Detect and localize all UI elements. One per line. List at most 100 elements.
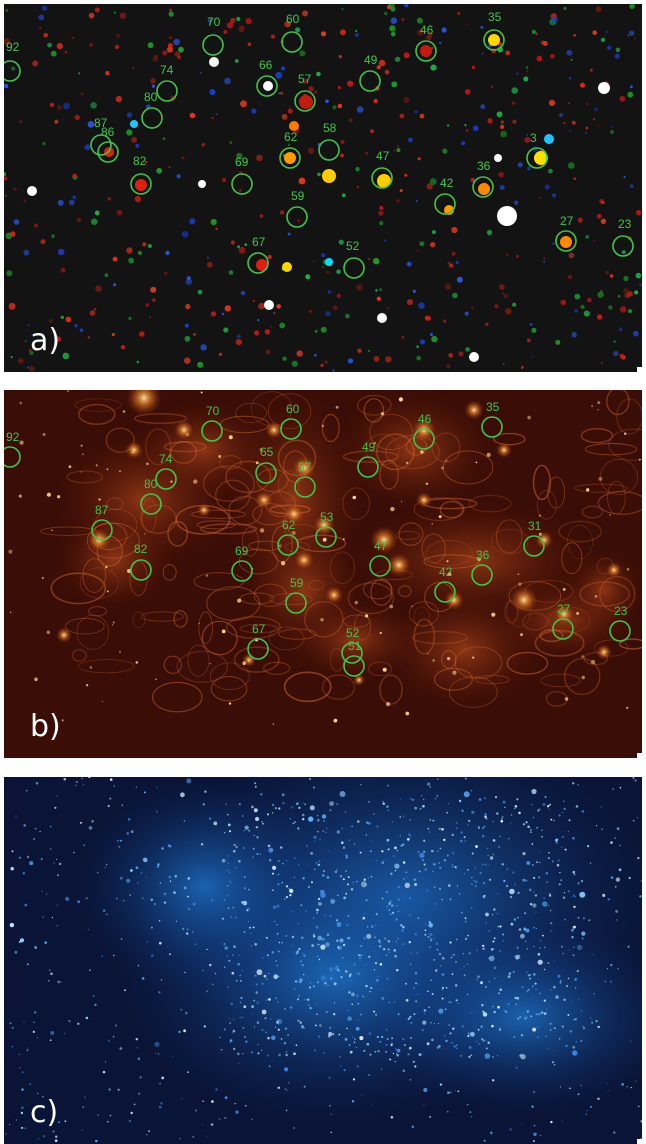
panel-a-marker-label-52: 52 [346, 239, 360, 253]
panel-a-marker-ring-3 [526, 147, 548, 169]
panel-b-marker-ring-92 [4, 446, 21, 468]
panel-a-marker-ring-36 [472, 176, 494, 198]
panel-b-marker-ring-59 [285, 592, 307, 614]
panel-a-image: 92 70 60 46 35 74 66 49 80 57 87 86 58 62 3 82 69 47 36 42 5… [4, 4, 642, 372]
panel-b-image: 92 70 60 46 35 65 57 49 74 80 87 62 53 47 31 82 69 36 42 59… [4, 390, 642, 758]
panel-b-marker-ring-49 [357, 456, 379, 478]
panel-b-marker-ring-87 [91, 519, 113, 541]
panel-a-marker-ring-52 [343, 257, 365, 279]
panel-b-marker-label-49: 49 [362, 440, 376, 454]
panel-b-marker-label-59: 59 [290, 576, 304, 590]
panel-a-marker-ring-69 [231, 173, 253, 195]
panel-b-marker-label-87: 87 [95, 503, 109, 517]
panel-b-marker-label-62: 62 [282, 518, 296, 532]
panel-a-marker-label-60: 60 [286, 12, 300, 26]
panel-a-marker-ring-86 [97, 141, 119, 163]
panel-c-stars [5, 777, 642, 1143]
panel-b-marker-label-69: 69 [235, 544, 249, 558]
panel-b-marker-label-57: 57 [298, 460, 312, 474]
panel-a-marker-label-69: 69 [235, 155, 249, 169]
panel-b-marker-ring-42 [434, 581, 456, 603]
panel-b-label: b) [30, 709, 61, 744]
panel-a-marker-ring-60 [281, 31, 303, 53]
panel-b-marker-label-42: 42 [439, 565, 453, 579]
panel-a-marker-label-67: 67 [252, 235, 266, 249]
panel-b-marker-ring-69 [231, 560, 253, 582]
panel-a-marker-ring-57 [294, 90, 316, 112]
panel-a-marker-ring-27 [555, 230, 577, 252]
panel-a-marker-label-23: 23 [618, 217, 632, 231]
panel-a-marker-ring-74 [156, 80, 178, 102]
panel-a-marker-label-47: 47 [376, 149, 390, 163]
panel-a-marker-ring-67 [247, 252, 269, 274]
panel-a-marker-ring-66 [256, 75, 278, 97]
panel-a-marker-ring-42 [434, 193, 456, 215]
panel-b-marker-label-27: 27 [557, 602, 571, 616]
panel-a-marker-label-58: 58 [323, 121, 337, 135]
panel-b-marker-ring-23 [609, 620, 631, 642]
panel-b-marker-label-80: 80 [144, 477, 158, 491]
panel-b-marker-label-53: 53 [320, 510, 334, 524]
panel-b-marker-label-36: 36 [476, 548, 490, 562]
panel-b-marker-label-82: 82 [134, 542, 148, 556]
panel-b-marker-ring-60 [280, 418, 302, 440]
panel-b-marker-label-46: 46 [418, 412, 432, 426]
panel-c-svg [4, 777, 642, 1144]
panel-b-marker-ring-27 [552, 618, 574, 640]
panel-a-marker-label-92: 92 [6, 40, 20, 54]
panel-a-marker-label-36: 36 [477, 159, 491, 173]
panel-b-marker-ring-62 [277, 534, 299, 556]
panel-c-corner-mark [637, 1139, 642, 1144]
panel-c-image: c) [4, 777, 642, 1144]
panel-a-marker-ring-23 [612, 235, 634, 257]
panel-b-marker-label-65: 65 [260, 445, 274, 459]
panel-b-marker-label-35: 35 [486, 400, 500, 414]
panel-a-marker-ring-80 [141, 107, 163, 129]
panel-b-marker-ring-46 [413, 428, 435, 450]
panel-a-marker-label-74: 74 [160, 63, 174, 77]
panel-b-marker-label-67: 67 [252, 622, 266, 636]
panel-a-marker-ring-46 [415, 40, 437, 62]
panel-b-marker-ring-47 [369, 555, 391, 577]
panel-a-marker-ring-70 [202, 34, 224, 56]
panel-b-marker-ring-67 [247, 638, 269, 660]
panel-b-marker-ring-51 [343, 655, 365, 677]
panel-a-marker-label-66: 66 [259, 58, 273, 72]
panel-b-marker-ring-82 [130, 559, 152, 581]
panel-b-marker-label-51: 51 [348, 639, 362, 653]
panel-a-marker-label-59: 59 [291, 189, 305, 203]
panel-a-marker-ring-49 [359, 70, 381, 92]
panel-a-marker-label-62: 62 [284, 130, 298, 144]
panel-b-marker-label-60: 60 [286, 402, 300, 416]
panel-a-marker-ring-59 [286, 206, 308, 228]
panel-b-marker-label-31: 31 [528, 519, 542, 533]
panel-b-marker-ring-36 [471, 564, 493, 586]
panel-a-marker-label-35: 35 [488, 10, 502, 24]
panel-a-marker-label-57: 57 [298, 72, 312, 86]
panel-b-marker-label-92: 92 [6, 430, 20, 444]
panel-a-marker-ring-82 [130, 173, 152, 195]
panel-b-marker-ring-74 [155, 468, 177, 490]
panel-b-marker-ring-31 [523, 535, 545, 557]
panel-a-marker-ring-58 [318, 139, 340, 161]
panel-a-marker-ring-35 [483, 29, 505, 51]
panel-a-marker-label-70: 70 [207, 15, 221, 29]
panel-b-marker-ring-70 [201, 420, 223, 442]
panel-b-marker-ring-35 [481, 416, 503, 438]
panel-a-marker-label-42: 42 [440, 176, 454, 190]
panel-b-marker-label-23: 23 [614, 604, 628, 618]
panel-b-corner-mark [637, 753, 642, 758]
panel-a-marker-label-87: 87 [94, 116, 108, 130]
panel-a-marker-label-82: 82 [133, 154, 147, 168]
panel-a-marker-label-46: 46 [420, 23, 434, 37]
panel-b-marker-ring-52 [341, 642, 363, 664]
panel-a-label: a) [30, 323, 61, 358]
panel-b-marker-label-74: 74 [159, 452, 173, 466]
panel-a-marker-ring-92 [4, 60, 21, 82]
panel-b-marker-ring-65 [255, 462, 277, 484]
panel-a-marker-label-3: 3 [530, 131, 537, 145]
